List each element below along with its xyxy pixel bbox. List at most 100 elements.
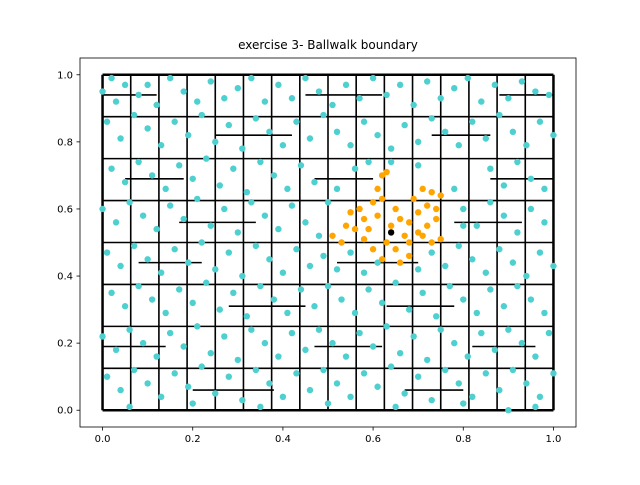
boundary-point — [338, 239, 345, 246]
sample-point — [424, 356, 431, 364]
sample-point — [212, 138, 219, 146]
sample-point — [387, 158, 395, 166]
sample-point — [243, 313, 251, 320]
sample-point — [464, 74, 471, 82]
boundary-point — [428, 239, 435, 246]
sample-point — [189, 175, 196, 182]
sample-point — [351, 165, 359, 172]
boundary-point — [396, 259, 404, 266]
sample-point — [405, 306, 413, 313]
sample-point — [239, 145, 246, 152]
sample-point — [171, 370, 178, 377]
x-tick-label: 0.2 — [185, 434, 201, 445]
sample-point — [360, 269, 368, 276]
sample-point — [523, 380, 530, 387]
boundary-point — [365, 225, 372, 233]
boundary-point — [392, 205, 399, 213]
sample-point — [99, 333, 106, 340]
x-axis: 0.0 0.2 0.4 0.6 0.8 1.0 — [95, 427, 561, 445]
sample-point — [216, 182, 223, 189]
sample-point — [293, 246, 300, 253]
sample-point — [378, 299, 386, 307]
sample-point — [148, 296, 156, 303]
sample-point — [157, 269, 165, 276]
sample-point — [302, 346, 309, 354]
sample-point — [166, 329, 174, 337]
boundary-point — [433, 205, 440, 213]
sample-point — [518, 78, 526, 85]
sample-point — [320, 111, 327, 119]
sample-point — [112, 98, 120, 105]
walls-layer — [101, 73, 555, 412]
sample-point — [153, 225, 160, 233]
boundary-point — [369, 199, 377, 206]
sample-point — [248, 326, 255, 333]
sample-point — [383, 323, 390, 330]
sample-point — [203, 279, 210, 286]
y-tick-label: 0.0 — [57, 406, 73, 417]
sample-point — [500, 182, 508, 189]
boundary-point — [383, 239, 390, 246]
sample-point — [437, 95, 444, 102]
sample-point — [324, 199, 332, 206]
sample-point — [532, 88, 539, 95]
sample-point — [550, 370, 557, 377]
boundary-point — [437, 192, 444, 199]
boundary-point — [424, 222, 431, 229]
sample-point — [198, 111, 205, 119]
sample-point — [514, 282, 521, 290]
sample-point — [189, 400, 196, 407]
sample-point — [284, 309, 291, 317]
sample-point — [257, 282, 264, 290]
boundary-point — [360, 235, 368, 243]
sample-point — [266, 256, 273, 263]
sample-point — [311, 178, 318, 186]
sample-point — [207, 78, 214, 85]
chart-title: exercise 3- Ballwalk boundary — [238, 38, 418, 52]
sample-point — [297, 286, 305, 293]
sample-point — [180, 215, 187, 223]
sample-point — [451, 339, 458, 347]
sample-point — [509, 259, 517, 266]
sample-point — [207, 350, 214, 357]
sample-point — [347, 393, 354, 401]
sample-point — [550, 262, 557, 270]
sample-point — [369, 343, 377, 350]
boundary-point — [433, 215, 440, 223]
sample-point — [311, 303, 318, 310]
sample-point — [221, 95, 228, 102]
sample-point — [324, 282, 332, 290]
sample-point — [257, 403, 264, 411]
sample-point — [99, 205, 106, 213]
sample-point — [360, 370, 368, 377]
sample-point — [329, 339, 336, 347]
sample-point — [532, 403, 539, 411]
sample-point — [234, 356, 242, 364]
boundary-point — [347, 209, 354, 216]
sample-point — [153, 101, 160, 109]
sample-point — [460, 205, 467, 213]
sample-point — [446, 282, 453, 290]
sample-point — [261, 98, 269, 105]
sample-point — [112, 346, 120, 354]
sample-point — [342, 81, 350, 89]
sample-point — [225, 121, 232, 129]
sample-point — [266, 380, 273, 387]
sample-point — [347, 249, 354, 256]
sample-point — [185, 131, 192, 139]
sample-point — [275, 225, 282, 233]
sample-point — [194, 98, 201, 105]
boundary-point — [410, 195, 417, 203]
sample-point — [252, 366, 260, 374]
sample-point — [442, 128, 449, 135]
boundary-point — [392, 246, 399, 253]
sample-point — [121, 178, 129, 186]
sample-point — [518, 339, 526, 347]
sample-point — [383, 91, 390, 99]
sample-point — [410, 333, 417, 340]
sample-point — [198, 239, 205, 246]
sample-point — [536, 249, 544, 256]
sample-point — [302, 74, 309, 82]
sample-point — [320, 252, 327, 260]
